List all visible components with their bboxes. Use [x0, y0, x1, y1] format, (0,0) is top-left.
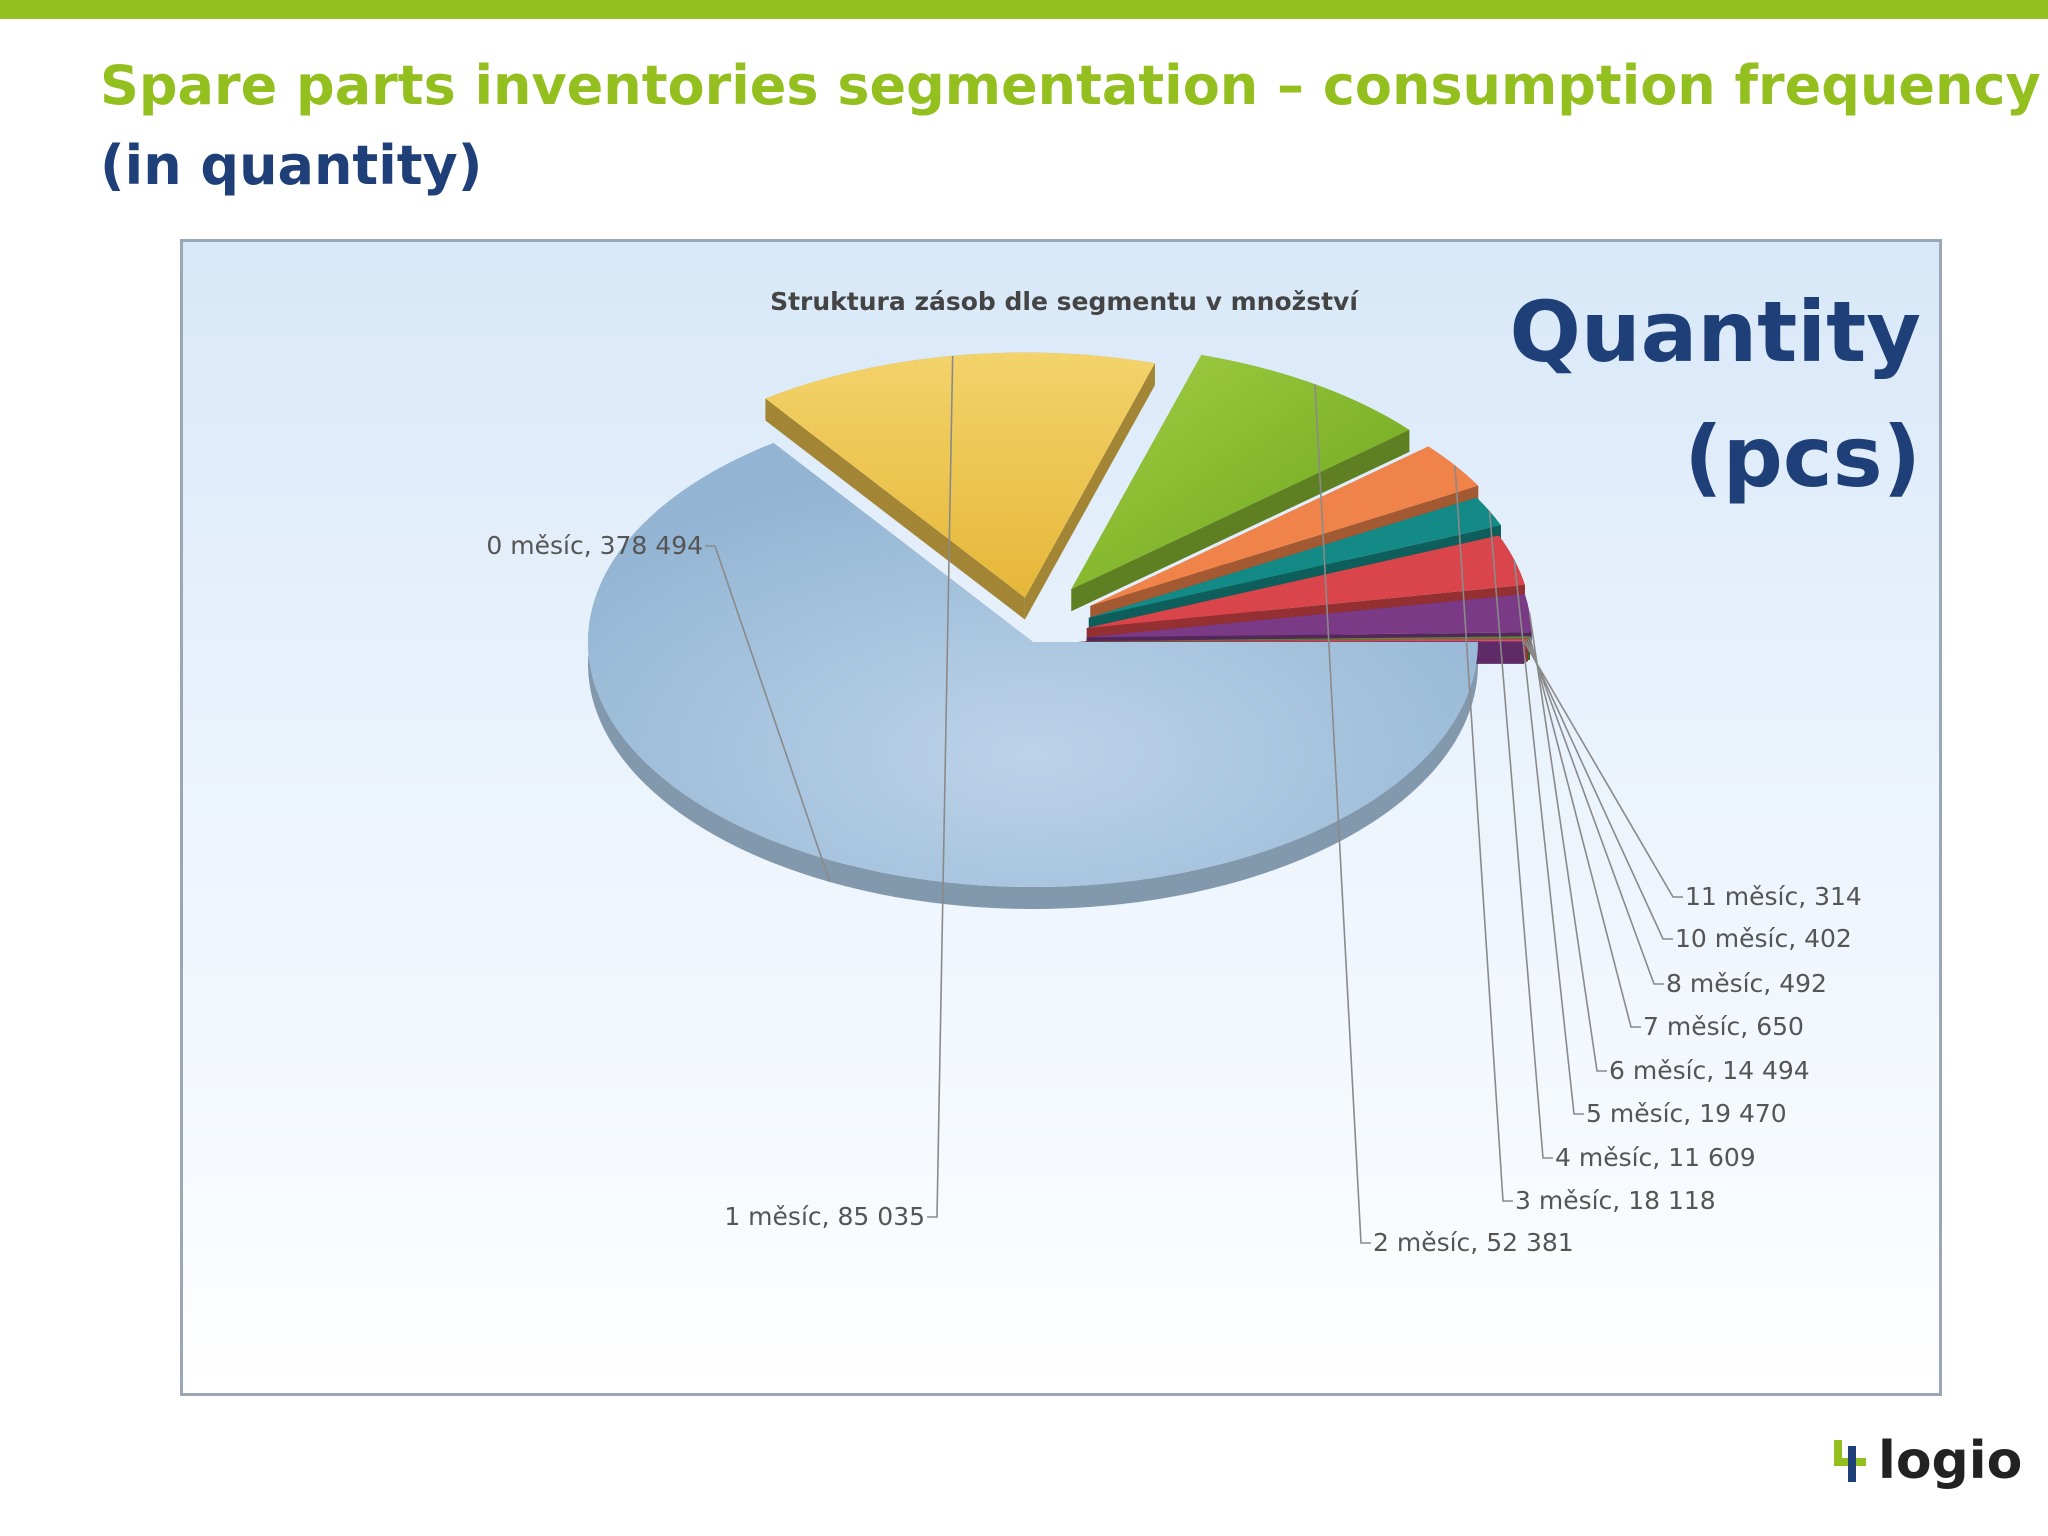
- pie-slice-wall-1-0: [765, 398, 1025, 620]
- leader-line-2: [1314, 384, 1371, 1244]
- data-label-1: 1 měsíc, 85 035: [724, 1202, 925, 1231]
- leader-line-3: [1454, 465, 1513, 1202]
- quantity-unit-label: Quantity (pcs): [1509, 270, 1921, 520]
- quantity-label-line2: (pcs): [1684, 408, 1921, 506]
- leader-line-10: [1523, 641, 1683, 898]
- pie-slice-0: [588, 442, 1478, 888]
- slide-subtitle: (in quantity): [100, 134, 483, 197]
- chart-panel: 0 měsíc, 378 494 1 měsíc, 85 035 2 měsíc, …: [180, 239, 1942, 1396]
- pie-slice-4: [1088, 497, 1501, 618]
- pie-chart: 0 měsíc, 378 494 1 měsíc, 85 035 2 měsíc, …: [486, 352, 1862, 1257]
- chart-title: Struktura zásob dle segmentu v množství: [770, 287, 1358, 316]
- pie-slice-3: [1090, 446, 1479, 606]
- leader-line-7: [1529, 636, 1641, 1028]
- data-label-0: 0 měsíc, 378 494: [486, 531, 703, 560]
- logo-mark-icon: [1834, 1440, 1866, 1482]
- pie-slice-7: [1084, 636, 1530, 642]
- pie-slice-wall-1-1: [1024, 363, 1155, 620]
- top-accent-bar: [0, 0, 2048, 19]
- data-label-3: 3 měsíc, 18 118: [1515, 1186, 1716, 1215]
- leader-line-8: [1527, 638, 1664, 985]
- data-label-6: 6 měsíc, 14 494: [1609, 1056, 1810, 1085]
- data-label-8: 8 měsíc, 492: [1666, 969, 1827, 998]
- leader-line-0: [705, 545, 831, 883]
- leader-line-6: [1528, 613, 1607, 1072]
- leader-line-9: [1525, 640, 1673, 940]
- pie-slice-wall-2-1: [1071, 429, 1410, 612]
- leader-line-5: [1513, 559, 1584, 1115]
- data-label-10: 11 měsíc, 314: [1685, 882, 1862, 911]
- pie-slice-1: [765, 352, 1155, 598]
- leader-line-1: [927, 355, 954, 1218]
- pie-slice-6: [1086, 594, 1532, 638]
- slide-title: Spare parts inventories segmentation – c…: [100, 54, 2041, 117]
- data-label-7: 7 měsíc, 650: [1643, 1012, 1804, 1041]
- data-label-9: 10 měsíc, 402: [1675, 924, 1852, 953]
- logo-text: logio: [1878, 1431, 2023, 1491]
- quantity-label-line1: Quantity: [1509, 283, 1921, 381]
- data-label-4: 4 měsíc, 11 609: [1555, 1143, 1756, 1172]
- pie-slice-5: [1086, 535, 1525, 628]
- pie-slice-2: [1071, 354, 1410, 590]
- company-logo: logio: [1826, 1426, 2022, 1496]
- data-label-5: 5 měsíc, 19 470: [1586, 1099, 1787, 1128]
- pie-slice-8: [1082, 638, 1528, 642]
- data-label-2: 2 měsíc, 52 381: [1373, 1228, 1574, 1257]
- pie-slice-10: [1079, 641, 1524, 642]
- leader-line-4: [1488, 511, 1553, 1159]
